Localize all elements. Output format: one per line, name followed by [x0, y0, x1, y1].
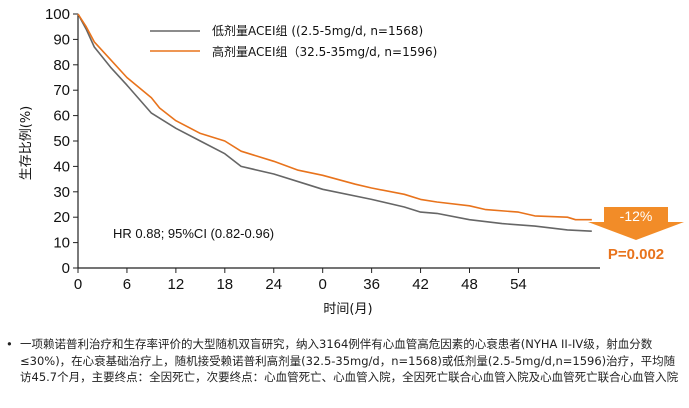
reduction-arrow-icon [588, 207, 684, 240]
x-axis-ticks: 0 6 12 18 24 0 36 42 48 54 [74, 268, 527, 293]
y-axis-ticks: 0 10 20 30 40 50 60 70 80 90 100 [45, 6, 78, 277]
x-axis-title: 时间(月) [323, 302, 372, 317]
x-tick-label: 42 [412, 276, 429, 293]
y-tick-label: 10 [53, 235, 70, 252]
x-tick-label: 12 [168, 276, 185, 293]
x-tick-label: 6 [123, 276, 131, 293]
y-tick-label: 100 [45, 6, 70, 23]
survival-chart: 0 10 20 30 40 50 60 70 80 90 100 0 6 12 18 24 0 36 42 48 54… [19, 6, 684, 317]
legend-label-low-dose: 低剂量ACEI组 ((2.5-5mg/d, n=1568) [212, 23, 423, 38]
y-tick-label: 50 [53, 133, 70, 150]
y-tick-label: 30 [53, 184, 70, 201]
x-tick-label: 18 [216, 276, 233, 293]
bullet-icon: • [6, 337, 13, 351]
study-description: • 一项赖诺普利治疗和生存率评价的大型随机双盲研究，纳入3164例伴有心血管高危… [6, 336, 686, 386]
x-tick-label: 36 [363, 276, 380, 293]
series-line-low-dose [77, 13, 592, 232]
y-tick-label: 70 [53, 82, 70, 99]
y-tick-label: 60 [53, 108, 70, 125]
p-value-label: P=0.002 [608, 246, 664, 263]
y-tick-label: 90 [53, 31, 70, 48]
y-tick-label: 80 [53, 57, 70, 74]
y-tick-label: 20 [53, 209, 70, 226]
y-axis-title: 生存比例(%) [19, 106, 34, 181]
y-tick-label: 40 [53, 158, 70, 175]
x-tick-label: 54 [510, 276, 527, 293]
study-description-text: 一项赖诺普利治疗和生存率评价的大型随机双盲研究，纳入3164例伴有心血管高危因素… [20, 337, 679, 384]
series-lines [77, 13, 592, 232]
x-tick-label: 0 [74, 276, 82, 293]
y-tick-label: 0 [62, 260, 70, 277]
x-tick-label: 48 [461, 276, 478, 293]
hazard-ratio-annotation: HR 0.88; 95%CI (0.82-0.96) [113, 226, 274, 241]
legend-label-high-dose: 高剂量ACEI组（32.5-35mg/d, n=1596) [212, 44, 437, 59]
series-line-high-dose [77, 13, 592, 221]
reduction-label: -12% [620, 208, 653, 224]
x-tick-label: 0 [319, 276, 327, 293]
x-tick-label: 24 [265, 276, 282, 293]
